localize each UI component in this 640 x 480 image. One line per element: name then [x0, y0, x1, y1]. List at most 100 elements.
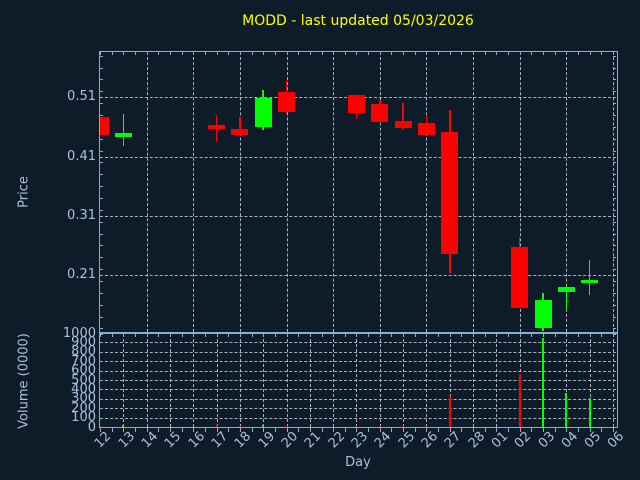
- tick-mark: [146, 428, 148, 432]
- tick-mark: [263, 428, 265, 432]
- candle-body: [100, 116, 109, 136]
- tick-mark: [216, 334, 218, 337]
- volume-bar: [518, 374, 521, 427]
- tick-mark: [274, 52, 276, 55]
- tick-mark: [578, 428, 580, 432]
- tick-mark: [146, 52, 148, 55]
- tick-mark: [100, 257, 103, 259]
- tick-mark: [111, 428, 113, 432]
- tick-mark: [100, 79, 103, 81]
- tick-mark: [531, 52, 533, 55]
- volume-gridline: [100, 351, 616, 353]
- tick-mark: [589, 334, 591, 337]
- candle-body: [557, 286, 575, 292]
- tick-mark: [100, 91, 103, 93]
- tick-mark: [333, 334, 335, 337]
- tick-mark: [158, 52, 160, 55]
- tick-mark: [449, 334, 451, 337]
- x-tick-label: 04: [558, 429, 581, 452]
- tick-mark: [100, 351, 103, 353]
- x-tick-label: 05: [581, 429, 605, 452]
- volume-panel: [99, 333, 618, 428]
- tick-mark: [508, 52, 510, 55]
- volume-bar: [588, 397, 591, 427]
- volume-gridline: [100, 398, 616, 400]
- tick-mark: [368, 428, 370, 432]
- tick-mark: [123, 52, 125, 55]
- volume-tick-label: 500: [71, 372, 96, 388]
- tick-mark: [403, 52, 405, 55]
- tick-mark: [228, 334, 230, 337]
- volume-gridline: [193, 334, 195, 427]
- tick-mark: [426, 428, 428, 432]
- tick-mark: [146, 334, 148, 337]
- candle-wick: [402, 103, 404, 130]
- tick-mark: [344, 428, 346, 432]
- tick-mark: [566, 52, 568, 55]
- tick-mark: [216, 52, 218, 55]
- tick-mark: [321, 52, 323, 55]
- tick-mark: [519, 334, 521, 337]
- tick-mark: [100, 408, 103, 410]
- tick-mark: [589, 428, 591, 432]
- tick-mark: [613, 408, 616, 410]
- volume-tick-label: 1000: [62, 325, 96, 341]
- tick-mark: [169, 52, 171, 55]
- tick-mark: [543, 428, 545, 432]
- tick-mark: [531, 428, 533, 432]
- tick-mark: [100, 292, 103, 294]
- tick-mark: [578, 52, 580, 55]
- tick-mark: [100, 115, 103, 117]
- x-tick-label: 24: [372, 429, 395, 452]
- x-tick-label: 02: [512, 429, 535, 452]
- tick-mark: [519, 52, 521, 55]
- chart-title: MODD - last updated 05/03/2026: [242, 13, 474, 29]
- x-tick-label: 01: [488, 429, 512, 452]
- candle-body: [371, 103, 389, 123]
- tick-mark: [100, 398, 103, 400]
- tick-mark: [484, 334, 486, 337]
- tick-mark: [158, 334, 160, 337]
- tick-mark: [613, 245, 616, 247]
- volume-bar: [355, 426, 358, 427]
- volume-gridline: [216, 334, 218, 427]
- tick-mark: [426, 52, 428, 55]
- candle-body: [581, 280, 599, 284]
- tick-mark: [601, 334, 603, 337]
- price-gridline: [286, 52, 288, 332]
- tick-mark: [508, 334, 510, 337]
- tick-mark: [100, 245, 103, 247]
- tick-mark: [484, 52, 486, 55]
- tick-mark: [613, 138, 616, 140]
- tick-mark: [612, 52, 614, 55]
- tick-mark: [239, 52, 241, 55]
- tick-mark: [169, 334, 171, 337]
- tick-mark: [496, 428, 498, 432]
- tick-mark: [613, 257, 616, 259]
- candle-wick: [588, 260, 591, 296]
- tick-mark: [613, 328, 616, 330]
- tick-mark: [123, 428, 125, 432]
- x-tick-label: 28: [465, 429, 488, 452]
- tick-mark: [228, 52, 230, 55]
- tick-mark: [566, 428, 568, 432]
- tick-mark: [204, 334, 206, 337]
- x-tick-label: 21: [302, 429, 325, 452]
- tick-mark: [601, 428, 603, 432]
- tick-mark: [181, 52, 183, 55]
- volume-tick-label: 700: [71, 353, 96, 369]
- tick-mark: [566, 334, 568, 337]
- tick-mark: [100, 334, 101, 337]
- tick-mark: [391, 52, 393, 55]
- volume-tick-label: 900: [71, 334, 96, 350]
- tick-mark: [426, 334, 428, 337]
- tick-mark: [473, 428, 475, 432]
- candle-body: [208, 125, 226, 130]
- x-tick-label: 16: [185, 429, 208, 452]
- tick-mark: [193, 52, 195, 55]
- tick-mark: [473, 52, 475, 55]
- tick-mark: [100, 316, 103, 318]
- tick-mark: [613, 269, 616, 271]
- price-tick-label: 0.31: [67, 207, 96, 223]
- tick-mark: [100, 334, 103, 335]
